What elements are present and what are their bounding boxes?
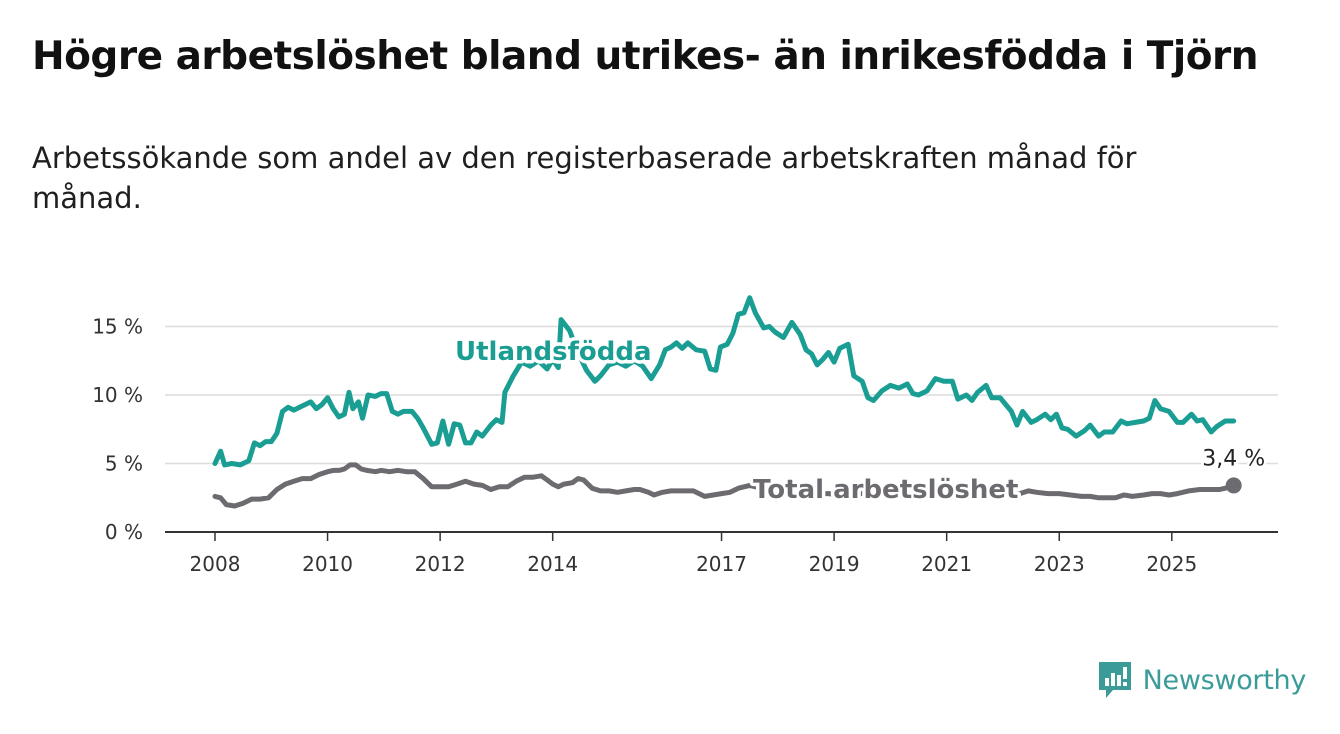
x-tick-label: 2023 [1034, 552, 1085, 576]
x-tick-label: 2025 [1146, 552, 1197, 576]
brand-logo: Newsworthy [1097, 660, 1306, 700]
newsworthy-logo-icon [1098, 662, 1131, 698]
y-tick-label: 15 % [92, 315, 143, 339]
end-point-marker [1225, 477, 1242, 494]
y-tick-label: 10 % [92, 383, 143, 407]
series-label-utlandsfodda: Utlandsfödda [455, 337, 652, 367]
end-value-label: 3,4 % [1202, 446, 1265, 471]
x-tick-label: 2017 [696, 552, 747, 576]
gridlines [165, 325, 1278, 533]
page-subtitle: Arbetssökande som andel av den registerb… [32, 141, 1137, 215]
x-tick-label: 2010 [302, 552, 353, 576]
y-tick-label: 5 % [105, 452, 143, 476]
y-tick-label: 0 % [105, 520, 143, 544]
line-chart: 0 %5 %10 %15 % 2008 2010 2012 2014 2017 2019 2… [92, 295, 1278, 576]
x-tick-label: 2012 [415, 552, 466, 576]
x-tick-label: 2021 [921, 552, 972, 576]
x-tick-label: 2014 [527, 552, 578, 576]
y-axis: 0 % 5 % 10 % 15 % [92, 315, 143, 545]
series-line-utlandsfodda [212, 295, 1237, 468]
page-title: Högre arbetslöshet bland utrikes- än inr… [32, 34, 1259, 79]
x-tick-label: 2019 [809, 552, 860, 576]
series-line-total [212, 462, 1237, 509]
x-axis: 2008 2010 2012 2014 2017 2019 2021 2023 2025 [190, 532, 1197, 576]
series-labels: Utlandsfödda Total arbetslöshet 3,4 % [452, 334, 1268, 509]
series-lines [212, 295, 1237, 509]
brand-name: Newsworthy [1142, 664, 1307, 696]
x-tick-label: 2008 [190, 552, 241, 576]
series-label-total: Total arbetslöshet [753, 475, 1018, 505]
